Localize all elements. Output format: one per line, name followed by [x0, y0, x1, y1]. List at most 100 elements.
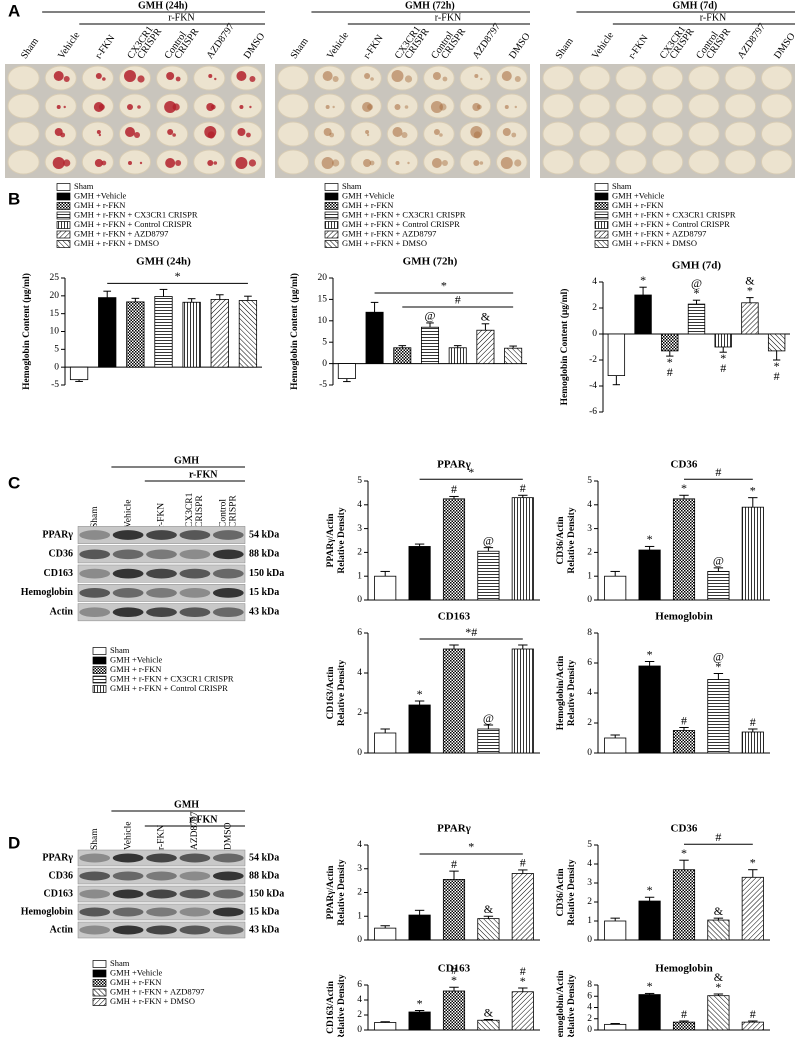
legend-label: GMH + r-FKN	[612, 200, 663, 210]
panel-label: D	[8, 833, 20, 852]
legend-label: GMH + r-FKN + DMSO	[612, 238, 697, 248]
bar	[741, 731, 764, 754]
column-label: Sham	[19, 36, 41, 61]
brain-slice	[760, 93, 793, 119]
brain-slice	[651, 149, 684, 175]
legend-swatch	[324, 183, 339, 191]
legend-label: Sham	[612, 181, 632, 191]
bar	[374, 927, 397, 941]
lesion	[473, 131, 481, 139]
brain-slice	[7, 93, 40, 119]
lesion	[395, 161, 400, 165]
legend-swatch	[56, 230, 71, 239]
lesion	[137, 75, 145, 83]
y-tick-label: 2	[592, 303, 597, 313]
bar	[442, 879, 466, 941]
lesion	[370, 77, 374, 81]
lesion	[362, 102, 373, 112]
significance-label: &	[481, 310, 491, 324]
bar	[408, 704, 431, 754]
legend-label: GMH + r-FKN + CX3CR1 CRISPR	[110, 673, 234, 683]
brain-slice	[542, 149, 575, 175]
chart-title: GMH (24h)	[136, 256, 191, 268]
legend-label: GMH +Vehicle	[342, 190, 394, 200]
chart-title: Hemoglobin	[655, 963, 712, 975]
y-tick-label: 4	[357, 500, 362, 510]
blot-column-label: CRISPR	[228, 495, 238, 528]
blot-band	[212, 871, 244, 881]
bar	[687, 303, 706, 335]
chart-title: GMH (72h)	[403, 256, 458, 268]
bar	[421, 326, 439, 365]
blot-band	[179, 889, 211, 899]
column-label: Vehicle	[590, 30, 617, 61]
bar	[604, 920, 627, 941]
lesion	[401, 132, 408, 138]
legend-swatch	[594, 230, 609, 239]
legend-swatch	[324, 192, 339, 201]
blot-band	[79, 889, 111, 899]
blot-band	[146, 588, 177, 598]
y-tick-label: 5	[357, 476, 362, 486]
y-axis-label: Relative Density	[337, 660, 347, 726]
column-label: AZD8797	[471, 22, 503, 62]
blot-strip	[77, 867, 246, 885]
bar	[741, 302, 759, 335]
significance-label: *	[681, 846, 687, 860]
brain-slice	[760, 121, 793, 147]
y-axis-label: Relative Density	[337, 859, 347, 925]
bracket-label: *	[468, 465, 474, 479]
bar	[604, 1023, 627, 1031]
significance-label: *	[647, 532, 653, 546]
blot-size: 88 kDa	[249, 870, 279, 881]
brain-slice	[724, 93, 757, 119]
blot-column-label: AZD8797	[190, 811, 200, 850]
significance-label: *	[694, 286, 700, 300]
legend-swatch	[56, 221, 71, 229]
blot-band	[112, 889, 144, 899]
lesion	[502, 128, 511, 136]
blot-size: 150 kDa	[249, 568, 284, 579]
lesion	[501, 71, 512, 81]
y-tick-label: -5	[51, 380, 59, 390]
lesion	[392, 127, 403, 137]
y-tick-label: -4	[589, 381, 597, 391]
blot-strip	[77, 584, 246, 602]
y-axis-label: Hemoglobin/Actin	[556, 655, 566, 730]
bar	[408, 1011, 431, 1031]
lesion	[137, 105, 141, 109]
y-axis-label: Relative Density	[567, 974, 577, 1037]
group-title: GMH (7d)	[672, 0, 717, 11]
brain-slice	[277, 149, 310, 175]
y-tick-label: 2	[357, 1010, 362, 1020]
lesion	[249, 76, 256, 82]
column-label: r-FKN	[626, 33, 650, 61]
legend-swatch	[594, 202, 609, 210]
y-axis-label: Hemoglobin Content (μg/ml)	[289, 273, 300, 390]
brain-slice	[724, 121, 757, 147]
y-tick-label: 2	[587, 718, 592, 728]
lesion	[207, 160, 214, 166]
blot-column-label: Sham	[90, 828, 100, 850]
lesion	[511, 132, 517, 138]
legend-swatch	[56, 211, 71, 220]
bracket-label: *	[175, 269, 181, 283]
legend-label: GMH +Vehicle	[74, 190, 126, 200]
lesion	[172, 103, 180, 111]
brain-slice	[688, 93, 720, 119]
significance-label: &	[484, 902, 494, 916]
y-axis-label: PPARγ/Actin	[326, 865, 336, 920]
lesion	[441, 160, 448, 166]
blot-band	[212, 588, 244, 598]
bar	[638, 900, 661, 941]
blot-protein: CD163	[44, 888, 73, 899]
blot-size: 54 kDa	[249, 529, 279, 540]
y-tick-label: 1	[357, 911, 362, 921]
blot-band	[179, 925, 211, 935]
lesion	[391, 70, 404, 82]
brain-slice	[230, 65, 263, 91]
bar	[477, 1019, 500, 1031]
blot-band	[212, 853, 244, 863]
y-axis-label: Relative Density	[337, 507, 347, 573]
blot-size: 54 kDa	[249, 852, 279, 863]
